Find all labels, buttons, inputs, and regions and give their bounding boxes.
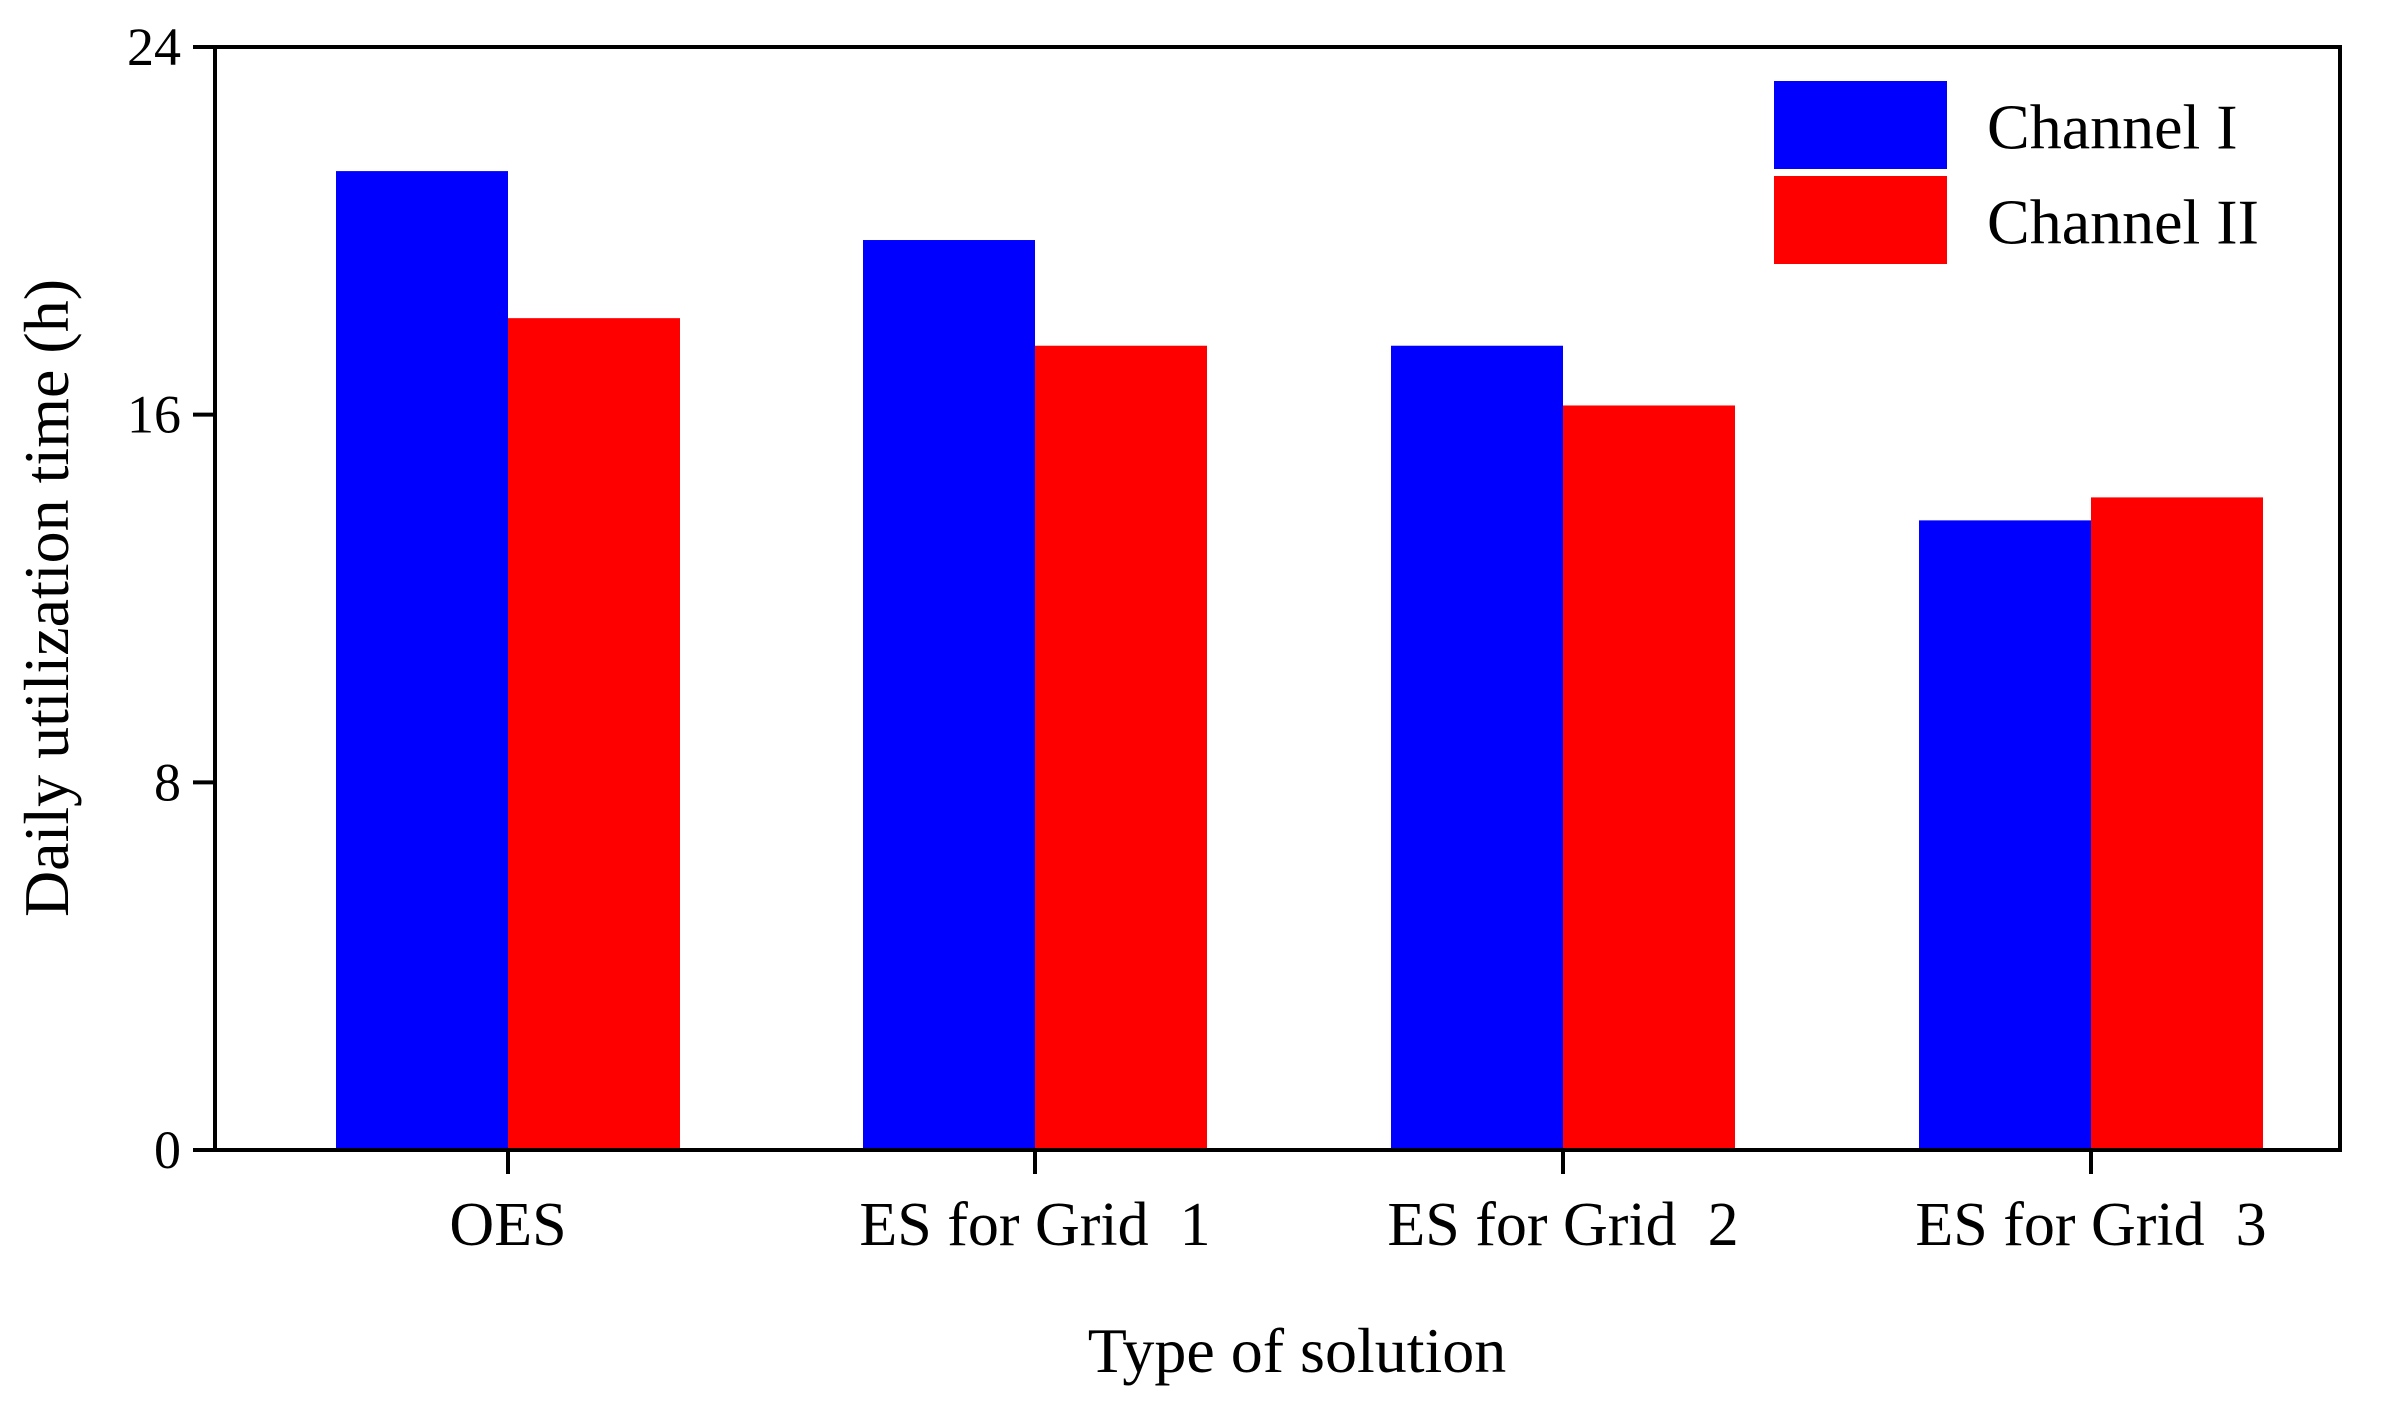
plot-frame <box>213 45 2342 1152</box>
y-axis-title: Daily utilization time (h) <box>11 279 82 917</box>
x-tick-label: ES for Grid 3 <box>1915 1191 2266 1259</box>
bar-channel-i <box>863 240 1035 1150</box>
bars-layer <box>336 171 2263 1151</box>
y-tick-label: 8 <box>154 752 181 812</box>
y-tick-label: 0 <box>154 1120 181 1180</box>
bar-channel-ii <box>1035 345 1207 1151</box>
x-tick-label: OES <box>449 1191 566 1259</box>
bar-channel-ii <box>1563 405 1735 1151</box>
legend-label: Channel II <box>1987 187 2259 258</box>
y-tick-label: 16 <box>127 385 181 445</box>
x-axis: OES ES for Grid 1 ES for Grid 2 ES for Grid… <box>449 1150 2267 1259</box>
y-tick-label: 24 <box>127 17 181 77</box>
y-axis: 0 8 16 24 <box>127 17 215 1180</box>
legend: Channel I Channel II <box>1774 81 2259 264</box>
x-tick-label: ES for Grid 1 <box>859 1191 1210 1259</box>
bar-channel-ii <box>2091 497 2263 1150</box>
bar-channel-i <box>336 171 508 1150</box>
bar-channel-ii <box>508 318 680 1150</box>
x-axis-title: Type of solution <box>1088 1315 1507 1386</box>
x-tick-label: ES for Grid 2 <box>1387 1191 1738 1259</box>
bar-channel-i <box>1391 345 1563 1151</box>
legend-swatch-channel-i <box>1774 81 1947 169</box>
legend-label: Channel I <box>1987 92 2238 163</box>
bar-channel-i <box>1919 520 2091 1150</box>
legend-swatch-channel-ii <box>1774 176 1947 264</box>
